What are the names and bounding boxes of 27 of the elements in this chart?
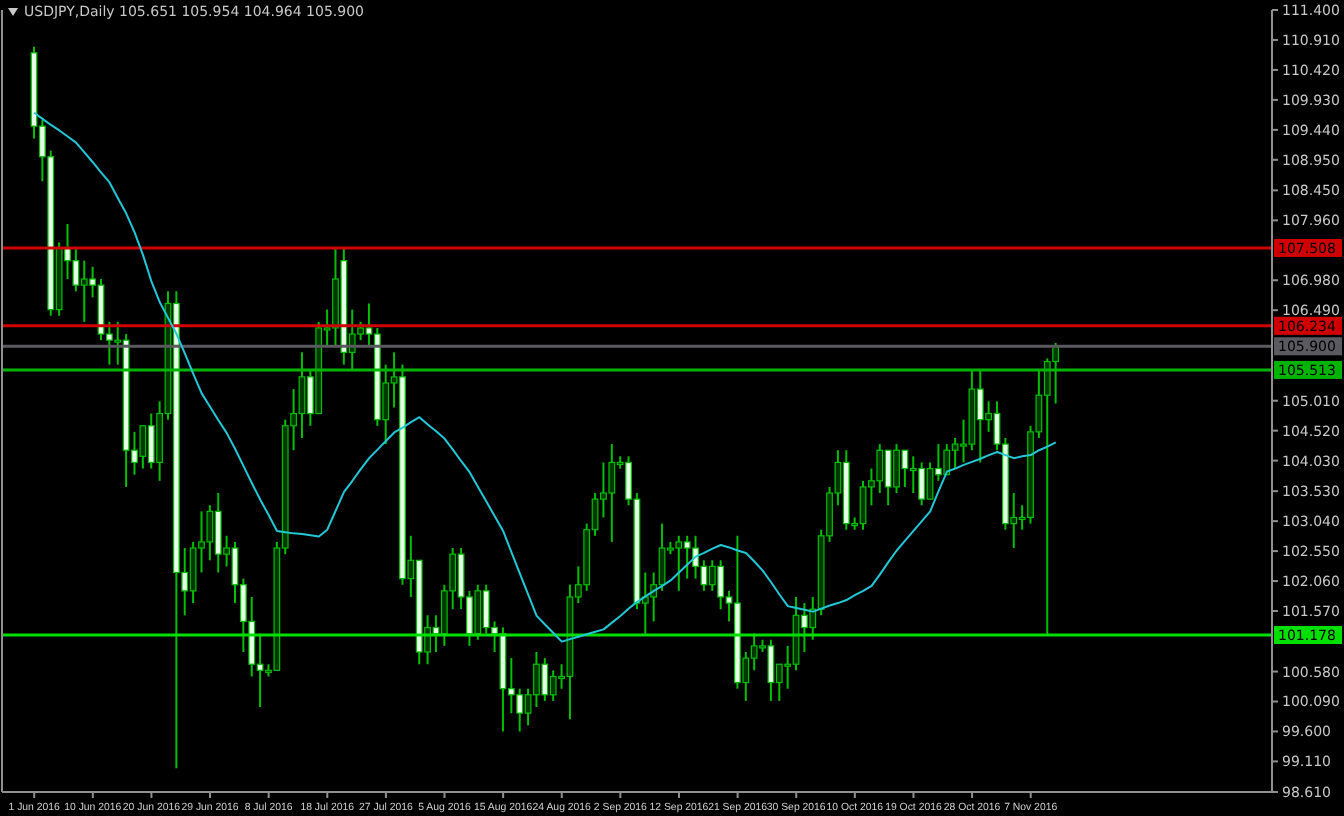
candlestick xyxy=(549,669,557,702)
candlestick xyxy=(893,443,900,495)
candlestick xyxy=(675,534,683,592)
candlestick xyxy=(692,534,699,580)
candlestick xyxy=(708,559,716,592)
candlestick xyxy=(147,412,155,470)
candlestick xyxy=(482,583,490,635)
candlestick xyxy=(909,455,917,495)
candlestick xyxy=(474,583,482,641)
candlestick xyxy=(608,443,616,543)
candlestick xyxy=(884,449,892,507)
candlestick xyxy=(951,436,959,470)
candlestick xyxy=(809,595,817,641)
candlestick xyxy=(516,687,524,733)
candlestick xyxy=(214,492,222,574)
candlestick xyxy=(683,534,691,580)
candlestick xyxy=(206,504,214,562)
candlestick xyxy=(533,650,540,709)
candlestick xyxy=(918,461,926,507)
candlestick xyxy=(767,638,775,702)
candlestick xyxy=(139,424,147,470)
candlestick xyxy=(717,559,725,611)
candlestick xyxy=(876,443,884,495)
candlestick xyxy=(72,247,80,293)
candlestick xyxy=(80,259,88,323)
candlestick xyxy=(901,449,909,488)
candlestick xyxy=(541,657,549,702)
